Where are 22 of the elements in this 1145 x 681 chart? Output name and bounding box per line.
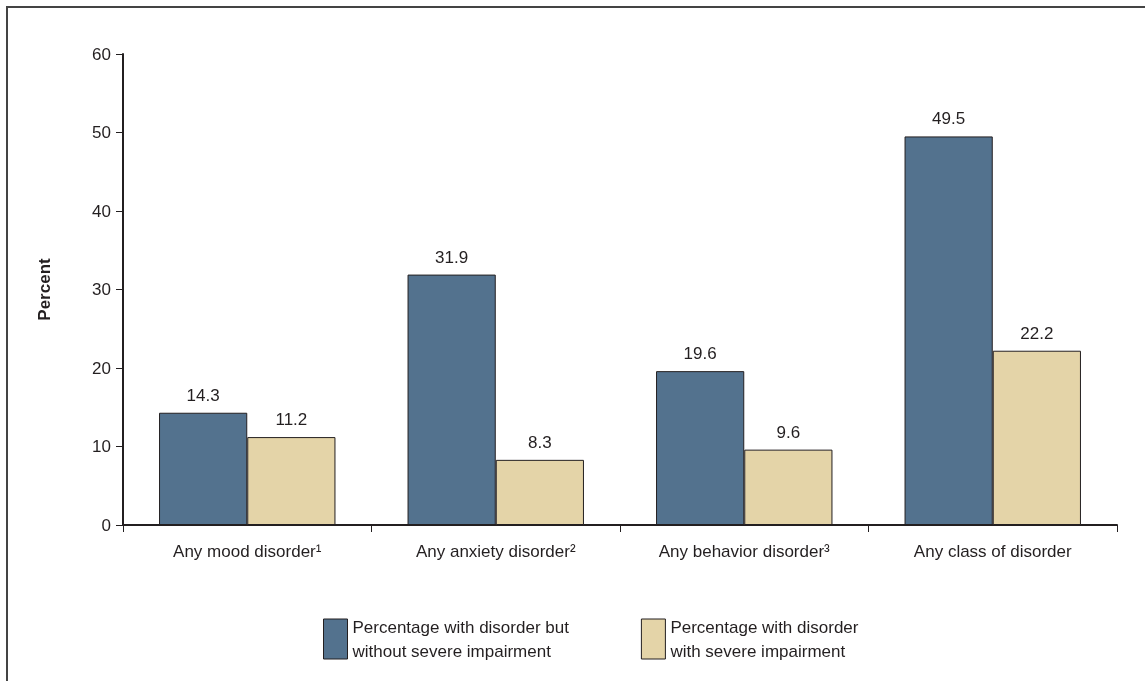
data-label: 22.2 [1020,323,1054,343]
x-tick-label: Any mood disorder¹ [173,542,322,561]
y-tick-label: 30 [92,280,111,299]
x-tick-label: Any anxiety disorder² [415,542,576,561]
data-label: 11.2 [275,410,308,430]
data-label: 9.6 [776,422,801,442]
data-label: 49.5 [932,109,966,129]
y-tick-label: 60 [92,44,111,64]
y-tick-label: 20 [92,358,111,378]
y-tick-label: 50 [92,123,111,142]
y-tick-label: 10 [92,437,111,456]
y-tick-label: 40 [92,201,111,221]
data-label: 14.3 [186,385,220,405]
y-tick-label: 0 [101,515,111,535]
y-axis-title: Percent [35,257,54,321]
data-label: 8.3 [528,432,552,452]
legend-label: Percentage with disorder but without severe impairment [351,617,570,661]
x-tick-label: Any class of disorder [913,542,1072,561]
data-label: 31.9 [435,247,469,267]
x-tick-label: Any behavior disorder³ [658,542,831,561]
legend-label: Percentage with disorder with severe impairment [669,617,859,661]
data-label: 19.6 [683,344,717,364]
